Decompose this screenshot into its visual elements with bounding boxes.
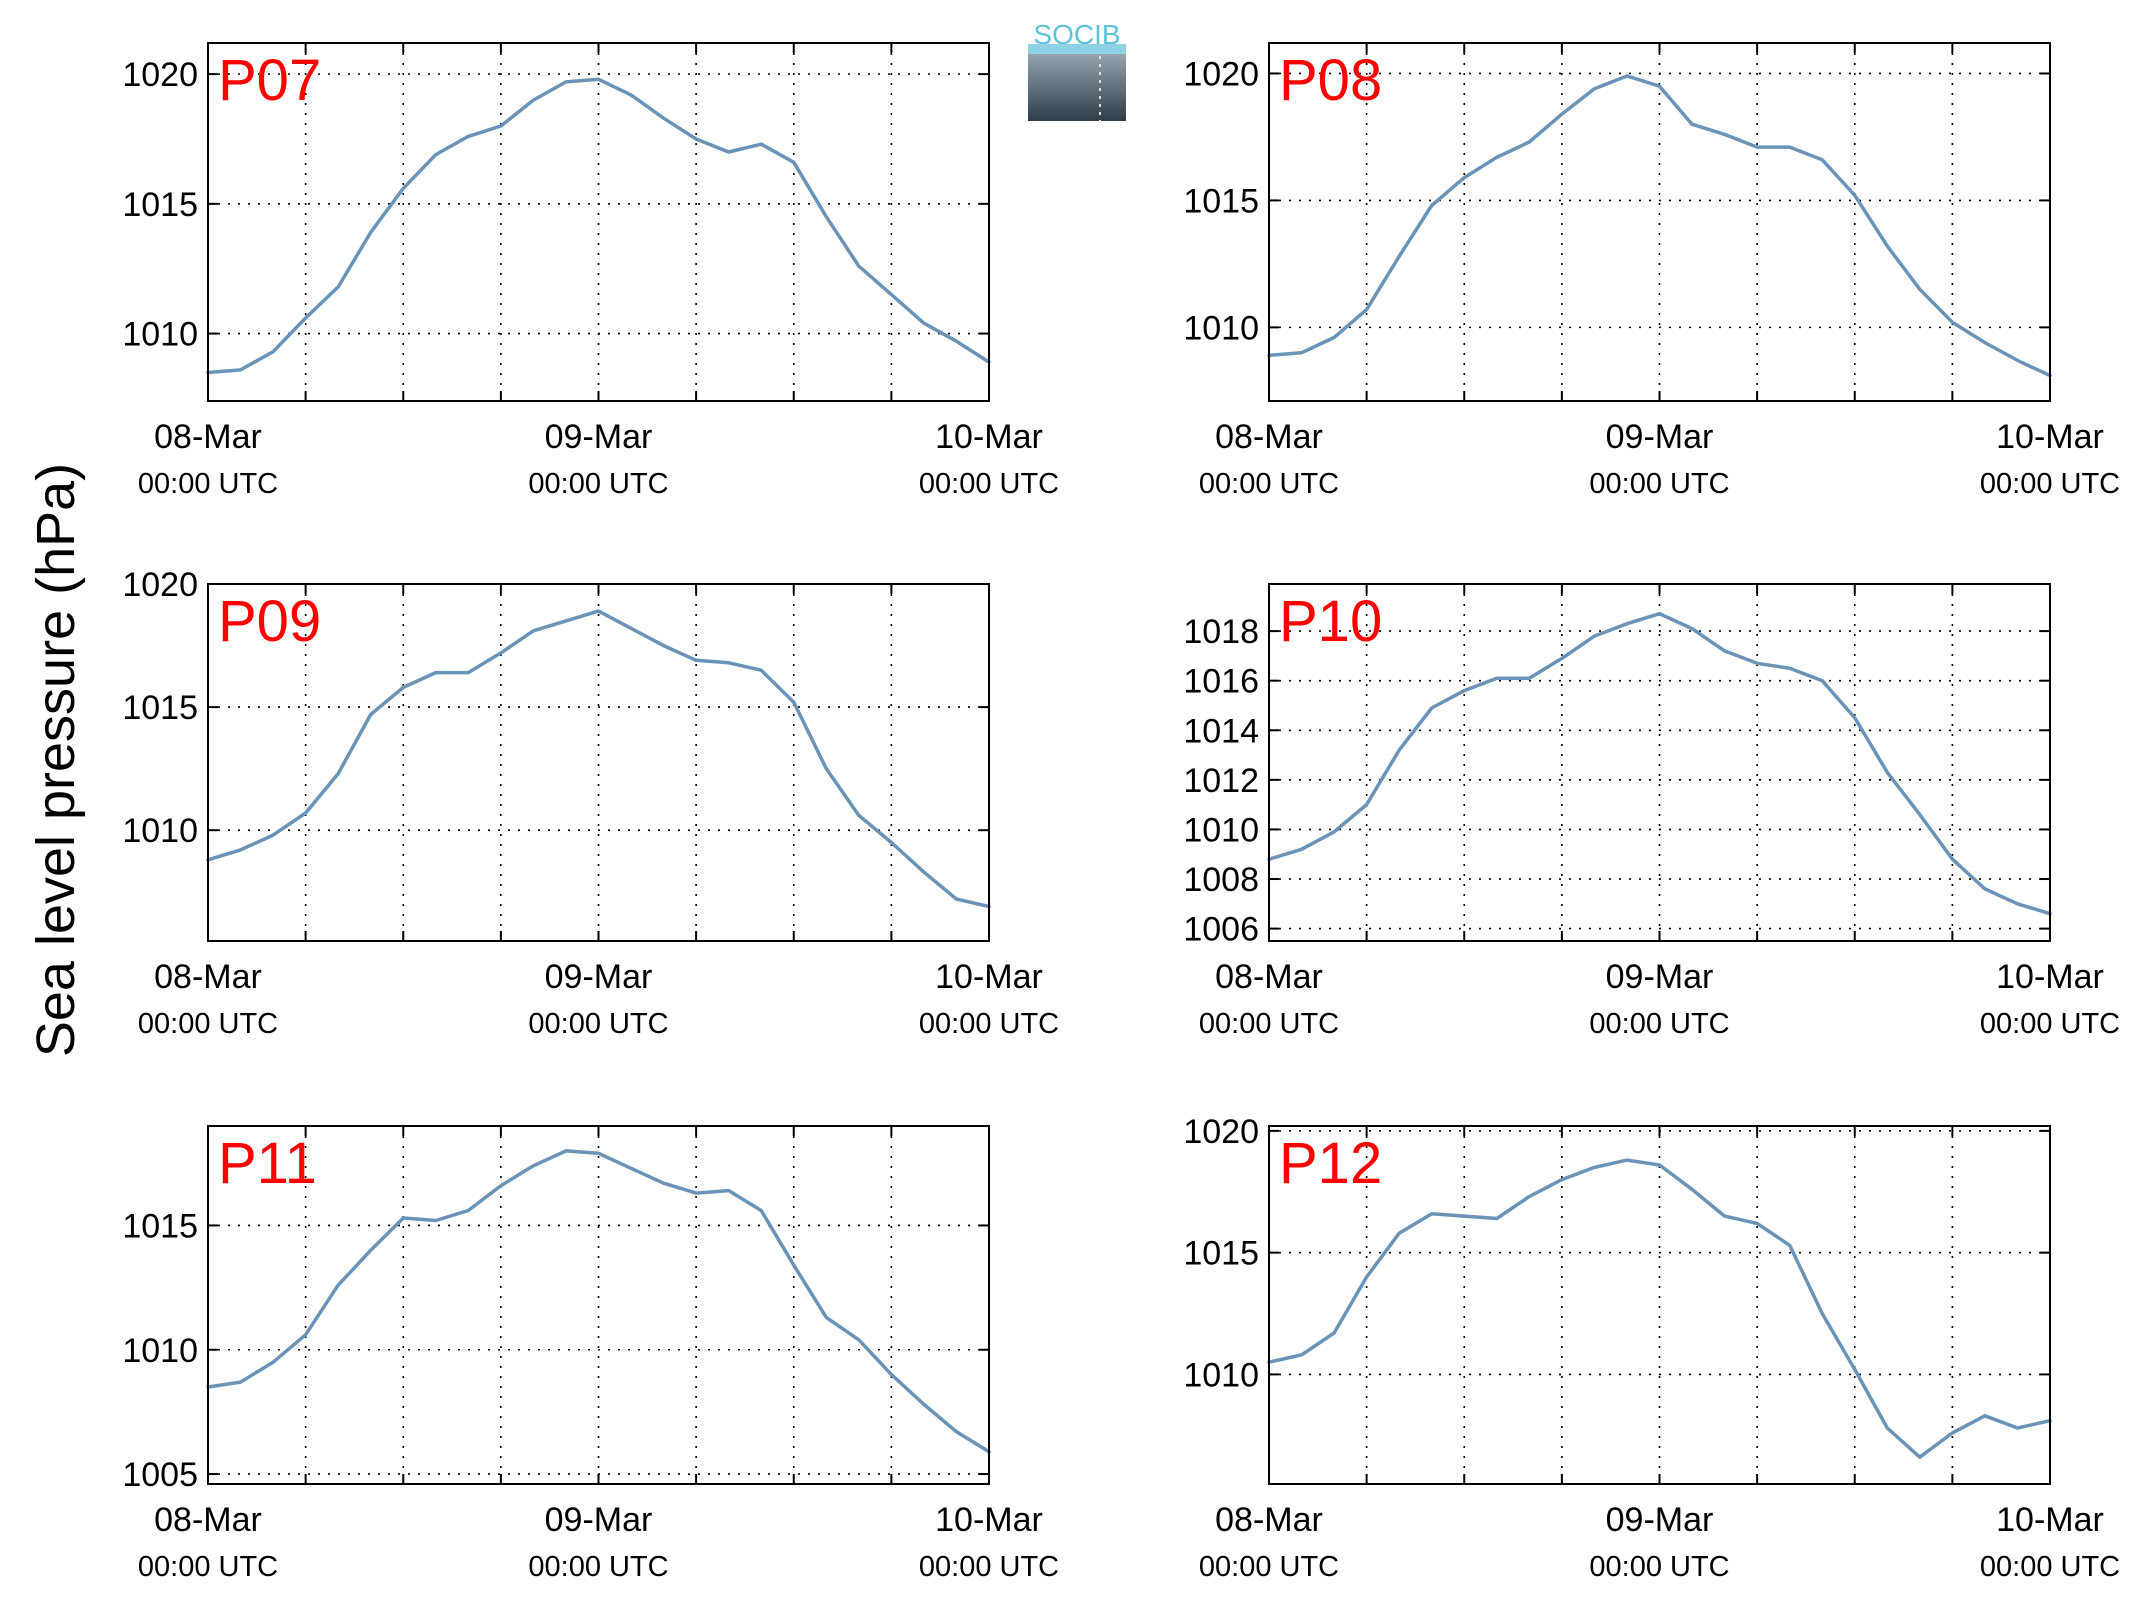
plot-frame	[1268, 583, 2051, 942]
chart-panels: 1010 1015 1020 08-Mar 00:00 UTC 09-Mar 00:00 U…	[122, 42, 2120, 1583]
plot-frame	[207, 1125, 990, 1485]
chart-panel-p11: 1005 1010 1015 08-Mar 00:00 UTC 09-Mar 00:00 U…	[122, 1125, 1059, 1583]
x-tick-date-label: 08-Mar	[154, 958, 262, 996]
series-line-p12	[1267, 1158, 2052, 1459]
x-tick-time-label: 00:00 UTC	[528, 468, 668, 500]
x-tick-time-label: 00:00 UTC	[528, 1551, 668, 1583]
x-tick-date-label: 08-Mar	[154, 1501, 262, 1539]
plot-frame	[207, 583, 990, 942]
y-tick-label: 1014	[1183, 712, 1259, 750]
y-tick-label: 1015	[1183, 1235, 1259, 1273]
x-tick-date-label: 09-Mar	[1606, 418, 1714, 456]
panel-label: P10	[1279, 589, 1382, 654]
x-tick-time-label: 00:00 UTC	[1589, 1551, 1729, 1583]
series-line-p09	[206, 609, 991, 909]
y-tick-label: 1008	[1183, 861, 1259, 899]
x-tick-time-label: 00:00 UTC	[919, 1551, 1059, 1583]
x-tick-date-label: 10-Mar	[1996, 958, 2104, 996]
series-line-p07	[206, 77, 991, 375]
socib-logo: SOCIB	[1028, 19, 1126, 121]
x-tick-date-label: 09-Mar	[1606, 1501, 1714, 1539]
y-tick-label: 1015	[1183, 182, 1259, 220]
x-tick-date-label: 10-Mar	[1996, 418, 2104, 456]
x-tick-time-label: 00:00 UTC	[1199, 1008, 1339, 1040]
x-tick-date-label: 08-Mar	[1215, 418, 1323, 456]
y-tick-label: 1010	[122, 812, 198, 850]
y-tick-label: 1010	[1183, 309, 1259, 347]
y-tick-label: 1015	[122, 1207, 198, 1245]
x-tick-date-label: 09-Mar	[545, 418, 653, 456]
y-tick-label: 1005	[122, 1456, 198, 1494]
y-axis-label: Sea level pressure (hPa)	[26, 463, 86, 1057]
x-tick-date-label: 08-Mar	[1215, 958, 1323, 996]
y-tick-label: 1020	[1183, 1113, 1259, 1151]
y-tick-label: 1010	[1183, 1356, 1259, 1394]
chart-panel-p08: 1010 1015 1020 08-Mar 00:00 UTC 09-Mar 00:00 U…	[1183, 42, 2120, 500]
x-tick-time-label: 00:00 UTC	[919, 1008, 1059, 1040]
x-tick-date-label: 08-Mar	[1215, 1501, 1323, 1539]
x-tick-date-label: 08-Mar	[154, 418, 262, 456]
y-tick-label: 1006	[1183, 911, 1259, 949]
x-tick-date-label: 10-Mar	[935, 1501, 1043, 1539]
chart-panel-p10: 1006 1008 1010 1012 1014 1016 1018 08-Mar 00:00 …	[1183, 583, 2120, 1040]
y-tick-label: 1016	[1183, 663, 1259, 701]
x-tick-time-label: 00:00 UTC	[1980, 1008, 2120, 1040]
x-tick-time-label: 00:00 UTC	[138, 1551, 278, 1583]
x-tick-time-label: 00:00 UTC	[1589, 1008, 1729, 1040]
plot-frame	[1268, 1125, 2051, 1485]
y-tick-label: 1020	[122, 56, 198, 94]
x-tick-time-label: 00:00 UTC	[919, 468, 1059, 500]
y-tick-label: 1012	[1183, 762, 1259, 800]
panel-label: P09	[218, 589, 321, 654]
x-tick-time-label: 00:00 UTC	[1199, 468, 1339, 500]
panel-label: P12	[1279, 1131, 1382, 1196]
y-tick-label: 1010	[122, 316, 198, 354]
x-tick-date-label: 10-Mar	[935, 958, 1043, 996]
y-tick-label: 1015	[122, 689, 198, 727]
x-tick-date-label: 10-Mar	[1996, 1501, 2104, 1539]
y-tick-label: 1020	[1183, 55, 1259, 93]
x-tick-time-label: 00:00 UTC	[528, 1008, 668, 1040]
plot-frame	[207, 42, 990, 402]
chart-panel-p12: 1010 1015 1020 08-Mar 00:00 UTC 09-Mar 00:00 U…	[1183, 1113, 2120, 1583]
logo-text: SOCIB	[1033, 19, 1120, 50]
x-tick-date-label: 09-Mar	[545, 1501, 653, 1539]
panel-label: P07	[218, 48, 321, 113]
x-tick-time-label: 00:00 UTC	[1589, 468, 1729, 500]
chart-panel-p07: 1010 1015 1020 08-Mar 00:00 UTC 09-Mar 00:00 U…	[122, 42, 1059, 500]
y-tick-label: 1015	[122, 186, 198, 224]
x-tick-date-label: 09-Mar	[545, 958, 653, 996]
panel-label: P11	[218, 1131, 317, 1196]
x-tick-date-label: 10-Mar	[935, 418, 1043, 456]
x-tick-time-label: 00:00 UTC	[138, 468, 278, 500]
series-line-p11	[206, 1149, 991, 1454]
plot-frame	[1268, 42, 2051, 402]
x-tick-time-label: 00:00 UTC	[1980, 468, 2120, 500]
series-line-p08	[1267, 74, 2052, 378]
series-line-p10	[1267, 611, 2052, 916]
chart-panel-p09: 1010 1015 1020 08-Mar 00:00 UTC 09-Mar 00:00 U…	[122, 566, 1059, 1040]
y-tick-label: 1010	[1183, 811, 1259, 849]
y-tick-label: 1020	[122, 566, 198, 604]
y-tick-label: 1010	[122, 1332, 198, 1370]
y-tick-label: 1018	[1183, 613, 1259, 651]
x-tick-time-label: 00:00 UTC	[138, 1008, 278, 1040]
panel-label: P08	[1279, 48, 1382, 113]
x-tick-date-label: 09-Mar	[1606, 958, 1714, 996]
x-tick-time-label: 00:00 UTC	[1980, 1551, 2120, 1583]
x-tick-time-label: 00:00 UTC	[1199, 1551, 1339, 1583]
